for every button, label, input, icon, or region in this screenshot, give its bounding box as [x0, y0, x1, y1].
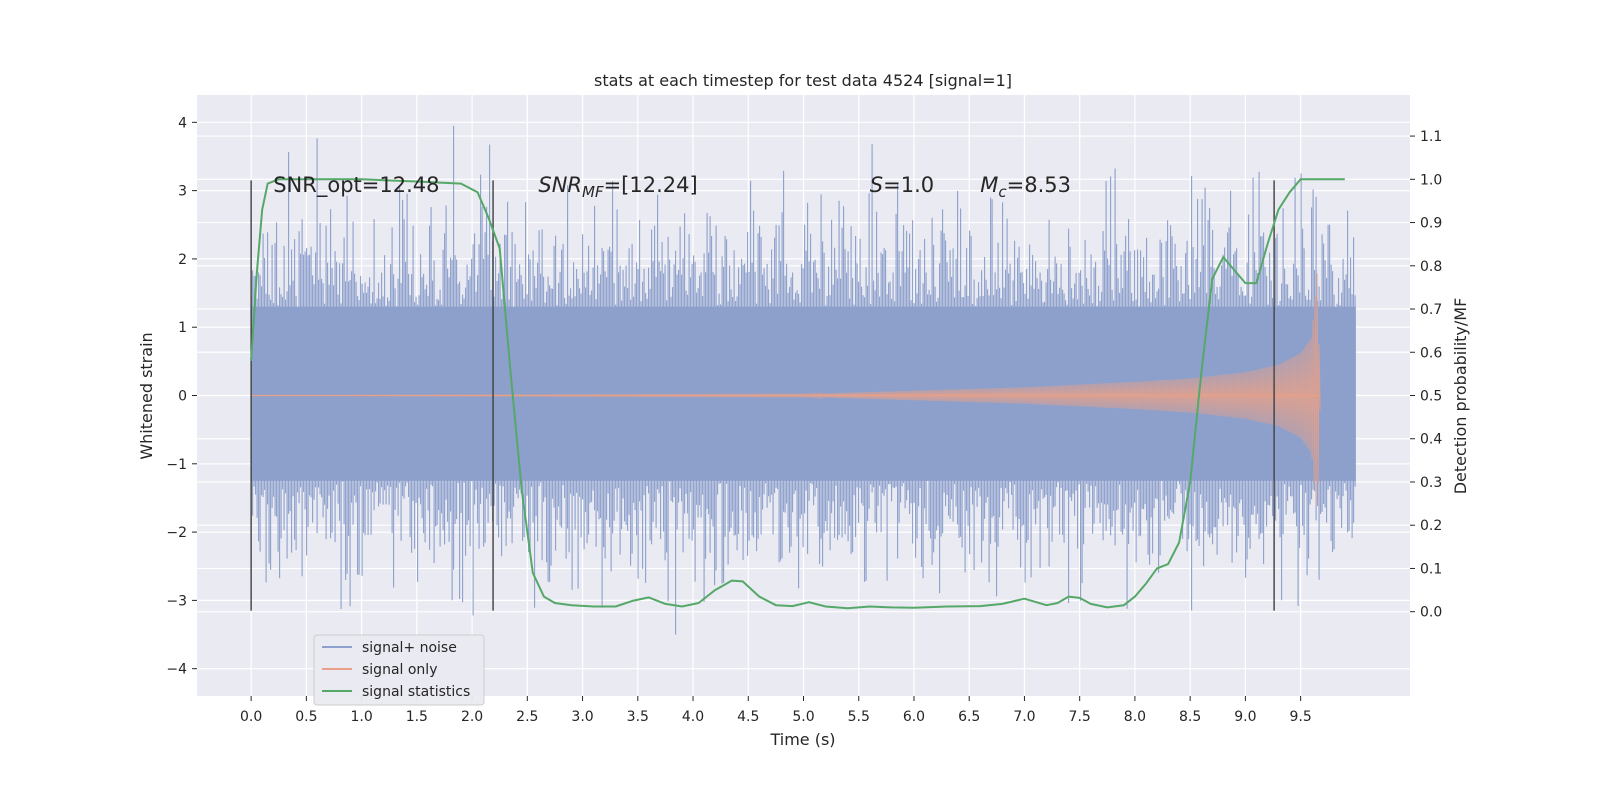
vertical-markers: [250, 180, 1275, 611]
tick-labels: 0.0 0.5 1.0 1.5 2.0 2.5 3.0 3.5 4.0 4.5 5.0 5.5 6.0 6…: [166, 115, 1442, 725]
y-left-tick-label: 3: [178, 184, 187, 200]
x-tick-label: 2.5: [516, 709, 538, 725]
y-left-tick-label: 0: [178, 389, 187, 405]
y-right-tick-label: 0.0: [1420, 605, 1442, 621]
x-tick-label: 0.5: [295, 709, 317, 725]
y-right-tick-label: 0.1: [1420, 561, 1442, 577]
x-tick-label: 8.0: [1124, 709, 1146, 725]
legend: signal+ noise signal only signal statist…: [313, 634, 485, 706]
y-right-tick-label: 0.2: [1420, 518, 1442, 534]
x-tick-label: 9.5: [1289, 709, 1311, 725]
legend-label-signal-only: signal only: [362, 662, 437, 678]
annotation: SNRMF=[12.24]: [538, 173, 697, 201]
statistics-line: [250, 178, 1345, 610]
x-tick-label: 7.0: [1013, 709, 1035, 725]
legend-label-signal-statistics: signal statistics: [362, 684, 470, 700]
x-tick-label: 2.0: [461, 709, 483, 725]
annotation-main: SNR: [538, 173, 582, 197]
x-tick-label: 1.5: [406, 709, 428, 725]
signal-statistics-series: [250, 178, 1345, 610]
annotation-value: =[12.24]: [604, 173, 698, 197]
x-tick-label: 8.5: [1179, 709, 1201, 725]
x-tick-label: 3.0: [571, 709, 593, 725]
annotation-subscript: c: [998, 183, 1007, 201]
y-right-tick-label: 0.9: [1420, 216, 1442, 232]
y-right-tick-label: 0.7: [1420, 302, 1442, 318]
x-tick-label: 6.5: [958, 709, 980, 725]
annotation-main: SNR_opt=12.48: [273, 173, 439, 198]
x-tick-label: 5.0: [792, 709, 814, 725]
y-left-tick-label: −1: [166, 457, 187, 473]
x-tick-label: 4.5: [737, 709, 759, 725]
annotations: SNR_opt=12.48 SNRMF=[12.24] S=1.0 Mc=8.53: [273, 173, 1071, 201]
x-tick-label: 3.5: [627, 709, 649, 725]
annotation-main: S: [870, 173, 883, 197]
y-right-tick-label: 0.8: [1420, 259, 1442, 275]
y-left-tick-label: 1: [178, 320, 187, 336]
y-right-tick-label: 0.3: [1420, 475, 1442, 491]
y-right-tick-label: 1.1: [1420, 129, 1442, 145]
y-right-tick-label: 0.5: [1420, 389, 1442, 405]
y-axis-left-label: Whitened strain: [137, 332, 156, 459]
y-left-tick-label: −3: [166, 593, 187, 609]
annotation-value: =8.53: [1007, 173, 1071, 197]
y-left-tick-label: 4: [178, 115, 187, 131]
x-tick-label: 9.0: [1234, 709, 1256, 725]
annotation-main: M: [980, 173, 998, 197]
y-left-tick-label: −4: [166, 662, 187, 678]
legend-box: [313, 634, 485, 706]
y-right-tick-label: 1.0: [1420, 172, 1442, 188]
annotation: SNR_opt=12.48: [273, 173, 439, 198]
annotation-value: =1.0: [883, 173, 934, 197]
x-tick-label: 4.0: [682, 709, 704, 725]
chart-title: stats at each timestep for test data 452…: [594, 71, 1012, 90]
legend-label-signal-noise: signal+ noise: [362, 640, 457, 656]
x-tick-label: 7.5: [1069, 709, 1091, 725]
y-right-tick-label: 0.4: [1420, 432, 1442, 448]
x-tick-label: 5.5: [848, 709, 870, 725]
y-right-tick-label: 0.6: [1420, 345, 1442, 361]
y-left-tick-label: 2: [178, 252, 187, 268]
y-axis-right-label: Detection probability/MF: [1451, 298, 1470, 495]
x-tick-label: 0.0: [240, 709, 262, 725]
x-axis-label: Time (s): [769, 730, 835, 749]
annotation: Mc=8.53: [980, 173, 1071, 201]
y-left-tick-label: −2: [166, 525, 187, 541]
x-tick-label: 1.0: [350, 709, 372, 725]
x-tick-label: 6.0: [903, 709, 925, 725]
annotation-subscript: MF: [582, 183, 604, 201]
signal-only-series: [251, 273, 1321, 506]
annotation: S=1.0: [870, 173, 934, 197]
